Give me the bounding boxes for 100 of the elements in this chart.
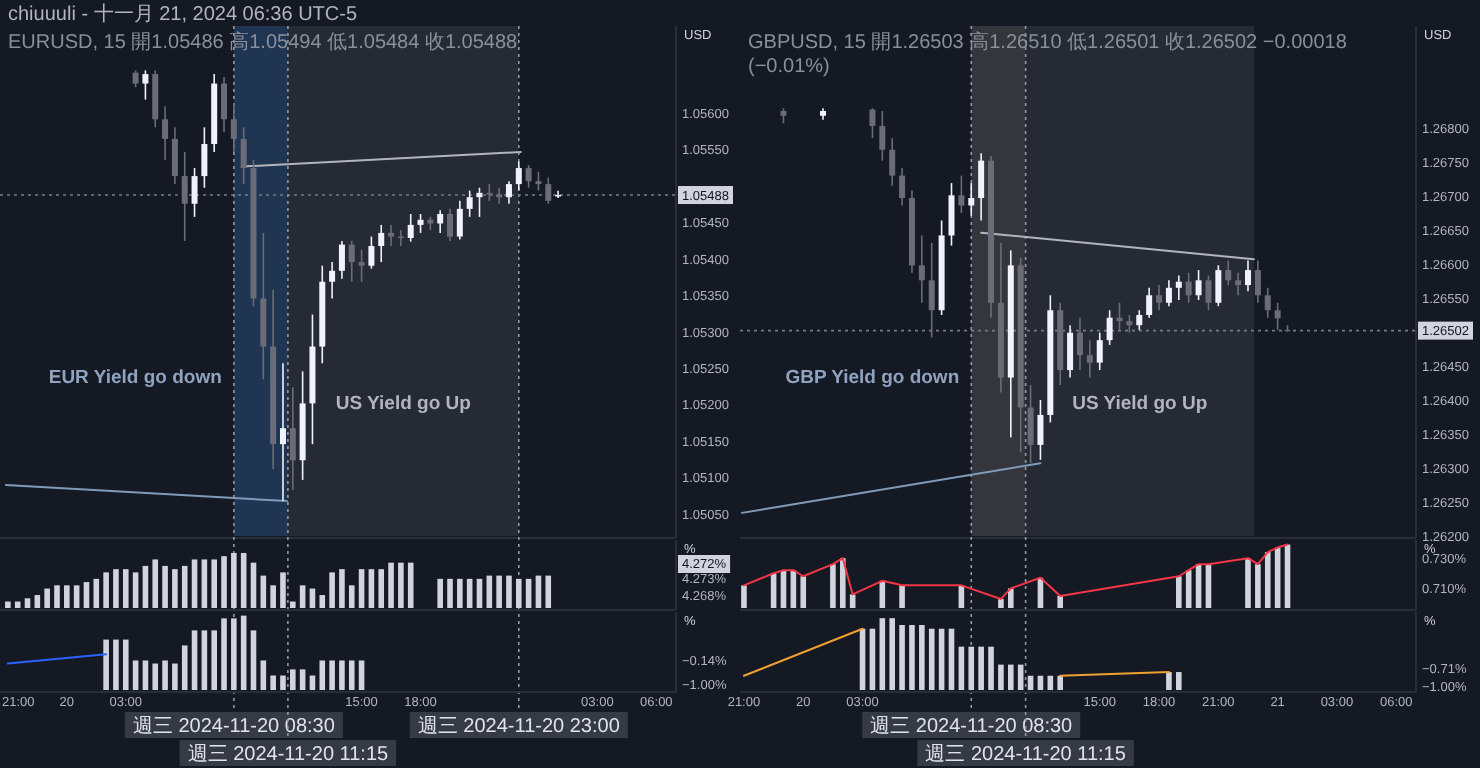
chart-title: chiuuuli - 十一月 21, 2024 06:36 UTC-5	[8, 2, 358, 26]
candlestick	[545, 176, 552, 205]
candlestick	[221, 76, 228, 134]
candlestick	[869, 107, 876, 139]
bar	[339, 660, 345, 690]
candlestick	[368, 235, 375, 270]
candlestick	[1067, 324, 1074, 379]
candlestick	[1096, 331, 1103, 371]
candlestick	[525, 164, 532, 189]
candlestick	[978, 152, 985, 222]
candlestick	[1027, 384, 1034, 465]
candlestick	[515, 160, 522, 192]
bar	[231, 618, 237, 690]
candlestick	[338, 240, 345, 280]
chart-subtitle: EURUSD, 15 開1.05486 高1.05494 低1.05484 收1.05488	[8, 30, 519, 54]
bar	[260, 660, 267, 690]
candlestick	[456, 200, 463, 241]
candlestick	[388, 224, 395, 247]
line-series	[742, 543, 1289, 600]
bar	[329, 660, 335, 690]
candlestick	[879, 110, 886, 162]
bar	[113, 639, 119, 690]
bar	[879, 618, 886, 690]
bar	[348, 660, 355, 690]
bar	[132, 660, 139, 690]
candlestick	[181, 151, 188, 242]
candlestick	[240, 126, 247, 185]
bar	[162, 660, 168, 690]
candlestick	[1185, 272, 1192, 304]
bar	[889, 618, 895, 690]
candlestick	[1254, 259, 1261, 304]
annotation: US Yield go Up	[1072, 392, 1208, 415]
candlestick	[1195, 269, 1202, 301]
candlestick	[1215, 264, 1222, 307]
bar	[909, 625, 915, 690]
ref-line-label: 週三 2024-11-20 11:15	[187, 744, 390, 766]
candlestick	[1205, 274, 1212, 312]
candlestick	[1116, 301, 1123, 331]
bar	[899, 625, 905, 690]
candlestick	[496, 186, 503, 205]
annotation: US Yield go Up	[335, 392, 472, 415]
candlestick	[1264, 287, 1271, 319]
candlestick	[437, 209, 444, 234]
candlestick	[466, 189, 473, 218]
ref-line-label: 週三 2024-11-20 08:30	[870, 716, 1074, 738]
annotation: GBP Yield go down	[785, 367, 960, 389]
candlestick	[162, 105, 169, 161]
candlestick	[1136, 309, 1143, 331]
bar	[1057, 675, 1064, 690]
candlestick	[1235, 272, 1242, 297]
candlestick	[889, 137, 896, 187]
bar	[968, 646, 975, 690]
candlestick	[1037, 399, 1044, 461]
candlestick	[348, 240, 355, 283]
bar	[1008, 664, 1014, 690]
candlestick	[918, 234, 925, 304]
bar	[358, 660, 365, 690]
candlestick	[505, 180, 512, 205]
bar	[319, 660, 326, 690]
candlestick	[535, 170, 542, 192]
bar	[988, 646, 994, 690]
bar	[299, 669, 306, 690]
ref-line-label: 週三 2024-11-20 11:15	[925, 744, 1127, 766]
candlestick	[1146, 287, 1153, 319]
bar	[928, 628, 935, 690]
bar	[1176, 672, 1182, 690]
candlestick	[289, 386, 296, 491]
bar	[919, 625, 925, 690]
candlestick	[191, 167, 198, 218]
bar	[152, 663, 159, 690]
bar	[270, 675, 276, 690]
ref-line-label: 週三 2024-11-20 23:00	[417, 716, 621, 738]
bar	[191, 630, 198, 690]
candlestick	[476, 186, 483, 218]
bar	[250, 630, 257, 690]
candlestick	[1156, 284, 1163, 312]
candlestick	[329, 261, 336, 300]
candlestick	[1274, 301, 1281, 331]
candlestick	[1165, 279, 1172, 307]
candlestick	[171, 126, 178, 185]
candlestick	[230, 102, 237, 153]
candlestick	[417, 213, 424, 234]
candlestick	[1086, 339, 1093, 379]
candlestick	[1225, 259, 1232, 286]
candlestick	[358, 248, 365, 283]
bar	[978, 646, 984, 690]
candlestick	[928, 242, 935, 339]
bar	[172, 663, 178, 690]
candlestick	[899, 167, 906, 207]
candlestick	[1175, 274, 1182, 301]
bar	[280, 675, 286, 690]
bar	[1166, 672, 1172, 690]
bar	[201, 630, 208, 690]
candlestick	[447, 208, 454, 242]
candlestick	[152, 69, 159, 129]
candlestick	[1244, 259, 1251, 292]
bar	[103, 639, 109, 690]
candlestick	[1076, 316, 1083, 371]
annotation: EUR Yield go down	[48, 367, 223, 389]
candlestick	[948, 182, 955, 247]
